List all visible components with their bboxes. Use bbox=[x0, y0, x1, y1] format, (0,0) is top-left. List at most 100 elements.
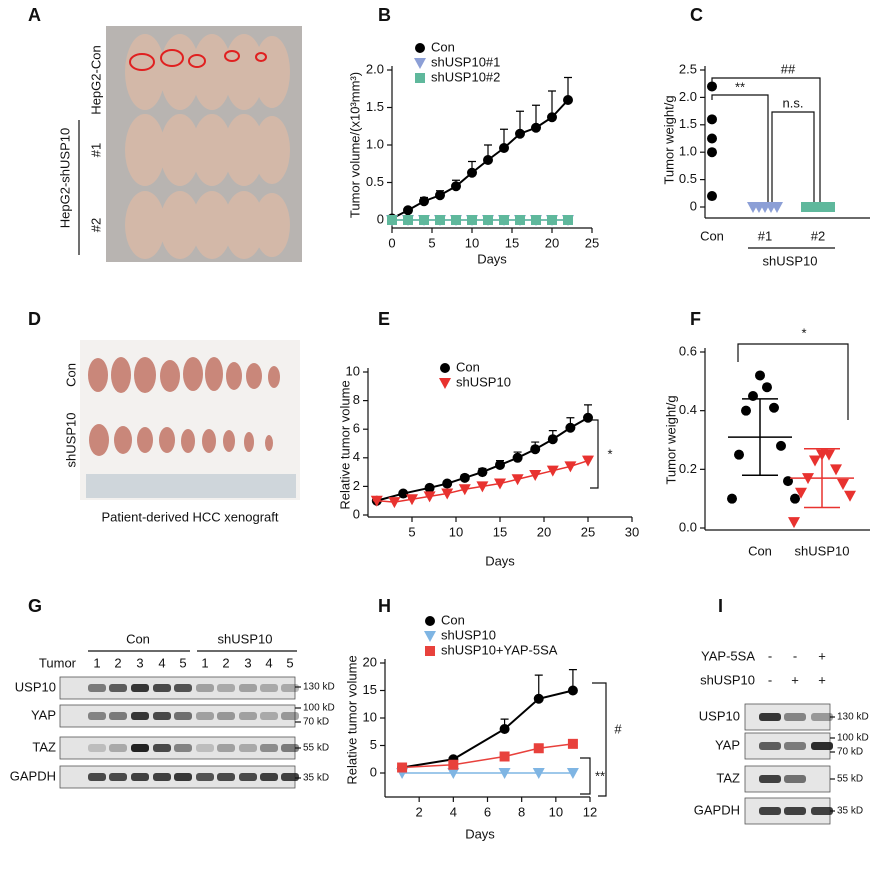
band bbox=[131, 712, 149, 720]
band bbox=[260, 773, 278, 781]
point bbox=[807, 202, 817, 212]
band bbox=[131, 744, 149, 752]
y-tick-label: 0 bbox=[377, 211, 384, 226]
point bbox=[435, 215, 445, 225]
annotation: ** bbox=[735, 79, 745, 94]
point bbox=[483, 215, 493, 225]
band bbox=[784, 807, 806, 815]
point bbox=[844, 490, 856, 502]
point bbox=[547, 434, 558, 445]
y-axis-label: Relative tumor volume bbox=[344, 655, 359, 784]
legend-label: shUSP10 bbox=[441, 627, 496, 642]
x-axis-label: Days bbox=[477, 251, 507, 266]
point bbox=[403, 215, 413, 225]
point bbox=[424, 631, 436, 642]
row-label: #1 bbox=[88, 143, 103, 157]
point bbox=[447, 768, 460, 779]
point bbox=[476, 481, 489, 493]
y-tick-label: 0 bbox=[370, 764, 377, 779]
x-axis-label: Days bbox=[465, 826, 495, 841]
x-tick-label: 0 bbox=[388, 235, 395, 250]
point bbox=[734, 449, 744, 460]
band bbox=[131, 684, 149, 692]
legend-label: Con bbox=[456, 359, 480, 374]
point bbox=[563, 95, 573, 105]
point bbox=[499, 143, 509, 153]
y-tick-label: 2.5 bbox=[679, 61, 697, 76]
point bbox=[495, 459, 505, 470]
point bbox=[771, 202, 783, 213]
band bbox=[784, 742, 806, 750]
point bbox=[823, 449, 835, 461]
tumor-photo bbox=[80, 340, 300, 500]
panel-letter: A bbox=[28, 5, 41, 25]
point bbox=[583, 412, 593, 423]
y-tick-label: 0.4 bbox=[679, 402, 697, 417]
series-line bbox=[391, 99, 569, 220]
group-label: shUSP10 bbox=[763, 253, 818, 268]
point bbox=[419, 196, 429, 207]
y-tick-label: 6 bbox=[353, 421, 360, 436]
x-tick-label: 10 bbox=[549, 804, 563, 819]
point bbox=[530, 444, 541, 455]
band bbox=[196, 744, 214, 752]
panel-letter: F bbox=[690, 309, 701, 329]
y-tick-label: 20 bbox=[363, 654, 377, 669]
point bbox=[451, 181, 461, 192]
point bbox=[387, 215, 397, 225]
point bbox=[769, 402, 779, 413]
group-label: Con bbox=[126, 631, 150, 646]
row-label: YAP bbox=[31, 707, 56, 722]
panel-letter: B bbox=[378, 5, 391, 25]
band bbox=[88, 684, 106, 692]
band bbox=[153, 712, 171, 720]
point bbox=[533, 743, 544, 754]
band bbox=[217, 744, 235, 752]
bracket bbox=[711, 77, 821, 205]
x-tick-label: 5 bbox=[428, 235, 435, 250]
lane-label: 5 bbox=[179, 655, 186, 670]
point bbox=[567, 738, 578, 749]
condition-sign: - bbox=[768, 648, 772, 663]
band bbox=[281, 684, 299, 692]
point bbox=[424, 482, 435, 493]
y-axis-label: Tumor weight/g bbox=[663, 395, 678, 484]
point bbox=[448, 759, 459, 770]
x-axis-label: Days bbox=[485, 553, 515, 568]
lane-label: 5 bbox=[286, 655, 293, 670]
lane-header: Tumor bbox=[39, 655, 77, 670]
panel-letter: C bbox=[690, 5, 703, 25]
x-tick-label: 10 bbox=[465, 235, 479, 250]
bracket bbox=[711, 94, 769, 205]
y-axis-label: Tumor weight/g bbox=[661, 95, 676, 184]
point bbox=[582, 455, 594, 467]
marker-label: 100 kD bbox=[837, 733, 869, 744]
band bbox=[196, 712, 214, 720]
point bbox=[532, 768, 545, 779]
point bbox=[499, 751, 510, 762]
y-tick-label: 0 bbox=[690, 198, 697, 213]
row-label: TAZ bbox=[716, 770, 740, 785]
point bbox=[529, 469, 542, 481]
point bbox=[567, 685, 578, 696]
x-tick-label: 20 bbox=[537, 524, 551, 539]
row-label: USP10 bbox=[699, 708, 740, 723]
band bbox=[109, 712, 127, 720]
point bbox=[477, 467, 488, 478]
band bbox=[239, 684, 257, 692]
point bbox=[440, 363, 450, 373]
point bbox=[563, 215, 573, 225]
lane-label: 4 bbox=[158, 655, 165, 670]
legend-label: Con bbox=[441, 612, 465, 627]
point bbox=[566, 768, 579, 779]
band bbox=[759, 775, 781, 783]
y-tick-label: 8 bbox=[353, 392, 360, 407]
y-tick-label: 0.0 bbox=[679, 519, 697, 534]
point bbox=[515, 215, 525, 225]
row-label: Con bbox=[63, 363, 78, 387]
point bbox=[451, 215, 461, 225]
point bbox=[801, 202, 811, 212]
lane-label: 2 bbox=[222, 655, 229, 670]
point bbox=[499, 215, 509, 225]
y-tick-label: 15 bbox=[363, 682, 377, 697]
